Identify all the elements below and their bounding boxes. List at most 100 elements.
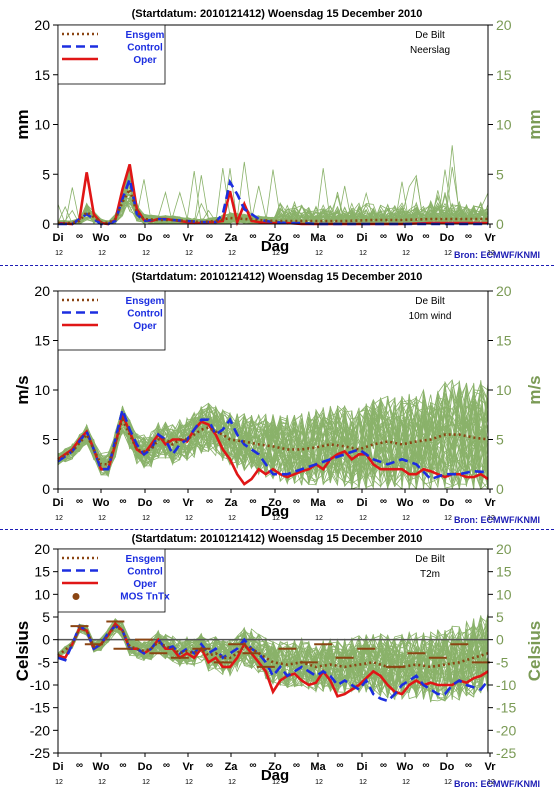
x-hour-label: 12 (402, 250, 410, 257)
y-tick-label-right: 15 (496, 333, 512, 349)
y-tick-label-left: -20 (30, 722, 50, 738)
x-hour-label: 12 (359, 779, 367, 786)
x-day-label: Zo (268, 497, 282, 509)
y-tick-label-left: 0 (42, 216, 50, 232)
y-axis-label-right: Celsius (525, 621, 544, 681)
legend-label: Oper (133, 55, 156, 66)
y-tick-label-right: 10 (496, 117, 512, 133)
x-hour-label: 12 (228, 250, 236, 257)
x-night-marker: ∞ (380, 496, 387, 507)
x-day-label: Di (53, 232, 64, 244)
x-night-marker: ∞ (119, 760, 126, 771)
y-tick-label-left: -5 (38, 654, 51, 670)
y-tick-label-right: 0 (496, 632, 504, 648)
x-day-label: Di (53, 497, 64, 509)
x-hour-label: 12 (185, 250, 193, 257)
x-day-label: Di (357, 232, 368, 244)
x-day-label: Ma (310, 232, 326, 244)
x-day-label: Wo (93, 232, 110, 244)
x-night-marker: ∞ (249, 231, 256, 242)
legend-label: Oper (133, 579, 156, 590)
x-night-marker: ∞ (163, 760, 170, 771)
x-night-marker: ∞ (380, 760, 387, 771)
x-hour-label: 12 (444, 250, 452, 257)
y-axis-label-right: mm (525, 109, 544, 139)
station-label: De Bilt (415, 296, 445, 307)
x-day-label: Za (225, 761, 239, 773)
x-day-label: Vr (182, 761, 194, 773)
x-hour-label: 12 (98, 515, 106, 522)
temperature-chart: (Startdatum: 2010121412) Woensdag 15 Dec… (13, 533, 544, 789)
y-tick-label-right: 5 (496, 609, 504, 625)
x-hour-label: 12 (272, 779, 280, 786)
x-hour-label: 12 (315, 515, 323, 522)
x-night-marker: ∞ (76, 496, 83, 507)
x-day-label: Do (138, 497, 153, 509)
source-label: Bron: ECMWF/KNMI (454, 779, 540, 789)
legend-label: Ensgem (126, 554, 165, 565)
x-day-label: Do (440, 232, 455, 244)
x-night-marker: ∞ (293, 496, 300, 507)
x-day-label: Vr (484, 761, 496, 773)
legend-box (57, 24, 166, 85)
chart-title: (Startdatum: 2010121412) Woensdag 15 Dec… (132, 533, 423, 545)
x-night-marker: ∞ (76, 231, 83, 242)
x-day-label: Za (225, 232, 239, 244)
legend-label: Control (127, 567, 163, 578)
y-tick-label-left: 15 (34, 67, 50, 83)
y-axis-label-left: mm (13, 109, 32, 139)
x-day-label: Za (225, 497, 239, 509)
x-day-label: Wo (93, 761, 110, 773)
y-axis-label-left: Celsius (13, 621, 32, 681)
x-axis-label: Dag (261, 767, 289, 784)
y-tick-label-left: 5 (42, 609, 50, 625)
legend-label: MOS TnTx (120, 592, 170, 603)
series-line-control (58, 174, 488, 226)
y-tick-label-left: 10 (34, 117, 50, 133)
x-hour-label: 12 (55, 515, 63, 522)
legend-marker-mos (72, 593, 80, 600)
y-tick-label-left: -10 (30, 677, 50, 693)
x-night-marker: ∞ (336, 496, 343, 507)
x-hour-label: 12 (444, 779, 452, 786)
source-label: Bron: ECMWF/KNMI (454, 515, 540, 525)
x-night-marker: ∞ (249, 760, 256, 771)
x-night-marker: ∞ (422, 496, 429, 507)
x-day-label: Vr (484, 232, 496, 244)
x-hour-label: 12 (315, 250, 323, 257)
x-day-label: Di (357, 761, 368, 773)
x-night-marker: ∞ (465, 496, 472, 507)
x-night-marker: ∞ (422, 760, 429, 771)
y-tick-label-right: -25 (496, 745, 516, 761)
station-label: De Bilt (415, 554, 445, 565)
x-day-label: Vr (484, 497, 496, 509)
y-tick-label-left: 0 (42, 632, 50, 648)
source-label: Bron: ECMWF/KNMI (454, 250, 540, 260)
panel-separator (0, 529, 554, 530)
station-label: De Bilt (415, 30, 445, 41)
y-tick-label-left: -25 (30, 745, 50, 761)
y-tick-label-left: 15 (34, 564, 50, 580)
y-axis-label-left: m/s (13, 375, 32, 404)
chart-title: (Startdatum: 2010121412) Woensdag 15 Dec… (132, 8, 423, 20)
x-day-label: Di (357, 497, 368, 509)
x-hour-label: 12 (487, 779, 495, 786)
x-night-marker: ∞ (249, 496, 256, 507)
x-day-label: Do (138, 232, 153, 244)
y-tick-label-right: 5 (496, 432, 504, 448)
ensemble-member-line (57, 622, 489, 698)
legend-label: Ensgem (126, 30, 165, 41)
legend-label: Oper (133, 321, 156, 332)
x-hour-label: 12 (272, 515, 280, 522)
legend-label: Ensgem (126, 296, 165, 307)
x-hour-label: 12 (55, 250, 63, 257)
y-tick-label-right: 0 (496, 481, 504, 497)
legend-box (57, 548, 166, 613)
y-tick-label-right: 15 (496, 564, 512, 580)
x-hour-label: 12 (359, 250, 367, 257)
x-day-label: Di (53, 761, 64, 773)
ensemble-member-line (57, 394, 489, 490)
ensemble-member-line (57, 388, 489, 490)
ensemble-members (57, 379, 489, 491)
